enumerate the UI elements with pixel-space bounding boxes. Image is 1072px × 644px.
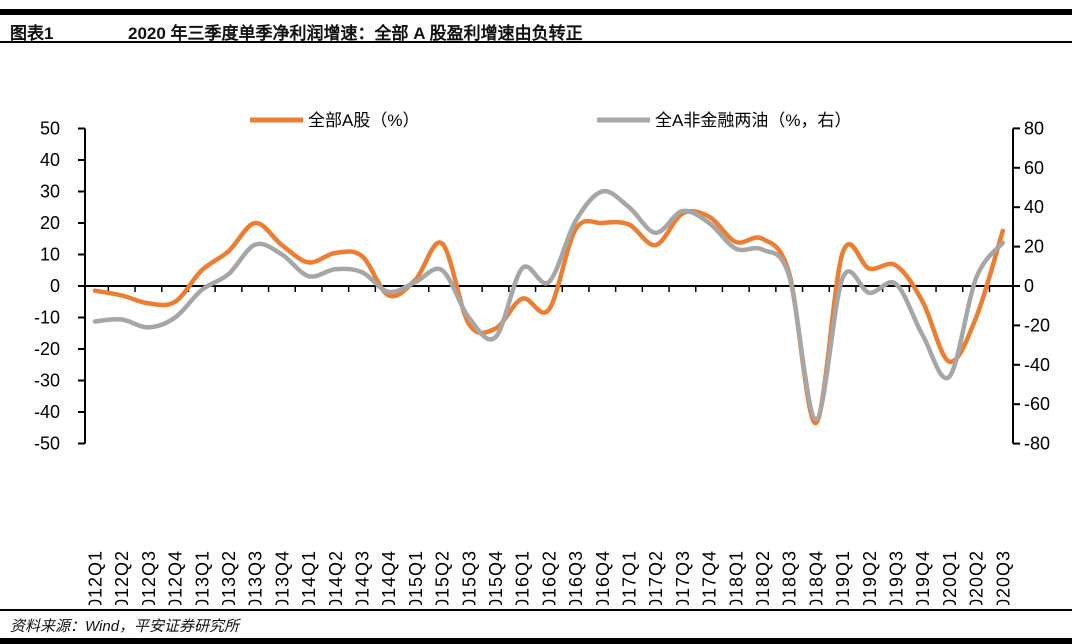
footer-divider bbox=[0, 609, 1072, 611]
left-axis-tick-label: 40 bbox=[40, 150, 60, 170]
x-axis-label: 2014Q2 bbox=[326, 550, 346, 605]
x-axis-label: 2019Q2 bbox=[860, 550, 880, 605]
x-axis-label: 2020Q3 bbox=[993, 550, 1013, 605]
header-divider bbox=[0, 41, 1072, 43]
x-axis-label: 2015Q1 bbox=[406, 550, 426, 605]
x-axis-label: 2018Q4 bbox=[806, 550, 826, 605]
right-axis-tick-label: 60 bbox=[1024, 158, 1044, 178]
x-axis-label: 2016Q1 bbox=[513, 550, 533, 605]
left-axis-tick-label: -40 bbox=[34, 402, 60, 422]
x-axis-label: 2014Q1 bbox=[299, 550, 319, 605]
x-axis-label: 2015Q3 bbox=[459, 550, 479, 605]
x-axis-label: 2020Q2 bbox=[967, 550, 987, 605]
right-axis-tick-label: 80 bbox=[1024, 118, 1044, 138]
x-axis-label: 2019Q4 bbox=[913, 550, 933, 605]
right-axis-tick-label: -20 bbox=[1024, 315, 1050, 335]
x-axis-label: 2013Q4 bbox=[272, 550, 292, 605]
right-axis-tick-label: 20 bbox=[1024, 237, 1044, 257]
left-axis-tick-label: 50 bbox=[40, 119, 60, 139]
profit-growth-line-chart: 全部A股（%） 全A非金融两油（%，右） 50 40 30 20 10 0 -10 -20 -30 -… bbox=[34, 111, 1050, 620]
page-title: 2020 年三季度单季净利润增速：全部 A 股盈利增速由负转正 bbox=[128, 24, 583, 43]
left-axis-tick-label: 0 bbox=[50, 276, 60, 296]
left-axis-tick-label: 20 bbox=[40, 213, 60, 233]
axes: 50 40 30 20 10 0 -10 -20 -30 -40 -50 80 60 40 20 0 -20 -4… bbox=[34, 118, 1050, 453]
x-axis-label: 2012Q4 bbox=[166, 550, 186, 605]
right-axis-tick-label: 40 bbox=[1024, 197, 1044, 217]
x-axis-label: 2014Q3 bbox=[353, 550, 373, 605]
x-axis-label: 2016Q2 bbox=[539, 550, 559, 605]
x-axis-label: 2018Q1 bbox=[726, 550, 746, 605]
x-axis-label: 2012Q2 bbox=[112, 550, 132, 605]
series-line-0 bbox=[92, 208, 1006, 426]
right-axis-tick-label: -80 bbox=[1024, 434, 1050, 454]
legend-label-1: 全A非金融两油（%，右） bbox=[655, 111, 851, 130]
left-axis-tick-label: -30 bbox=[34, 371, 60, 391]
x-axis-label: 2013Q3 bbox=[246, 550, 266, 605]
left-axis-tick-label: -50 bbox=[34, 434, 60, 454]
chart-header: 图表1 2020 年三季度单季净利润增速：全部 A 股盈利增速由负转正 bbox=[0, 19, 1072, 43]
left-axis-tick-label: 30 bbox=[40, 182, 60, 202]
x-axis-label: 2015Q2 bbox=[433, 550, 453, 605]
x-axis-label: 2016Q4 bbox=[593, 550, 613, 605]
x-axis-label: 2016Q3 bbox=[566, 550, 586, 605]
x-axis-label: 2014Q4 bbox=[379, 550, 399, 605]
left-axis-tick-label: 10 bbox=[40, 245, 60, 265]
source-note: 资料来源：Wind，平安证券研究所 bbox=[10, 618, 240, 635]
legend-label-0: 全部A股（%） bbox=[308, 111, 419, 130]
legend: 全部A股（%） 全A非金融两油（%，右） bbox=[250, 111, 851, 130]
plot-series bbox=[92, 188, 1006, 426]
right-axis-tick-label: -60 bbox=[1024, 394, 1050, 414]
x-axis-label: 2020Q1 bbox=[940, 550, 960, 605]
x-axis-label: 2017Q3 bbox=[673, 550, 693, 605]
x-axis-labels: 2012Q1 2012Q2 2012Q3 2012Q4 2013Q1 2013Q2 2013… bbox=[86, 550, 1014, 620]
bottom-border bbox=[0, 638, 1072, 644]
x-axis-label: 2013Q2 bbox=[219, 550, 239, 605]
x-axis-label: 2017Q2 bbox=[646, 550, 666, 605]
x-axis-label: 2012Q1 bbox=[86, 550, 106, 605]
x-axis-label: 2019Q1 bbox=[833, 550, 853, 605]
x-axis-label: 2017Q1 bbox=[620, 550, 640, 605]
x-axis-label: 2015Q4 bbox=[486, 550, 506, 605]
x-axis-label: 2013Q1 bbox=[192, 550, 212, 605]
x-axis-label: 2019Q3 bbox=[887, 550, 907, 605]
right-axis-tick-label: 0 bbox=[1024, 276, 1034, 296]
x-axis-label: 2018Q3 bbox=[780, 550, 800, 605]
x-axis-label: 2012Q3 bbox=[139, 550, 159, 605]
left-axis-tick-label: -20 bbox=[34, 339, 60, 359]
chart-area: 全部A股（%） 全A非金融两油（%，右） 50 40 30 20 10 0 -10 -20 -30 -… bbox=[0, 55, 1072, 620]
x-axis-label: 2018Q2 bbox=[753, 550, 773, 605]
top-border bbox=[0, 9, 1072, 15]
x-axis-label: 2017Q4 bbox=[700, 550, 720, 605]
chart-number-label: 图表1 bbox=[10, 24, 54, 43]
series-line-1 bbox=[92, 188, 1006, 422]
right-axis-tick-label: -40 bbox=[1024, 355, 1050, 375]
left-axis-tick-label: -10 bbox=[34, 308, 60, 328]
